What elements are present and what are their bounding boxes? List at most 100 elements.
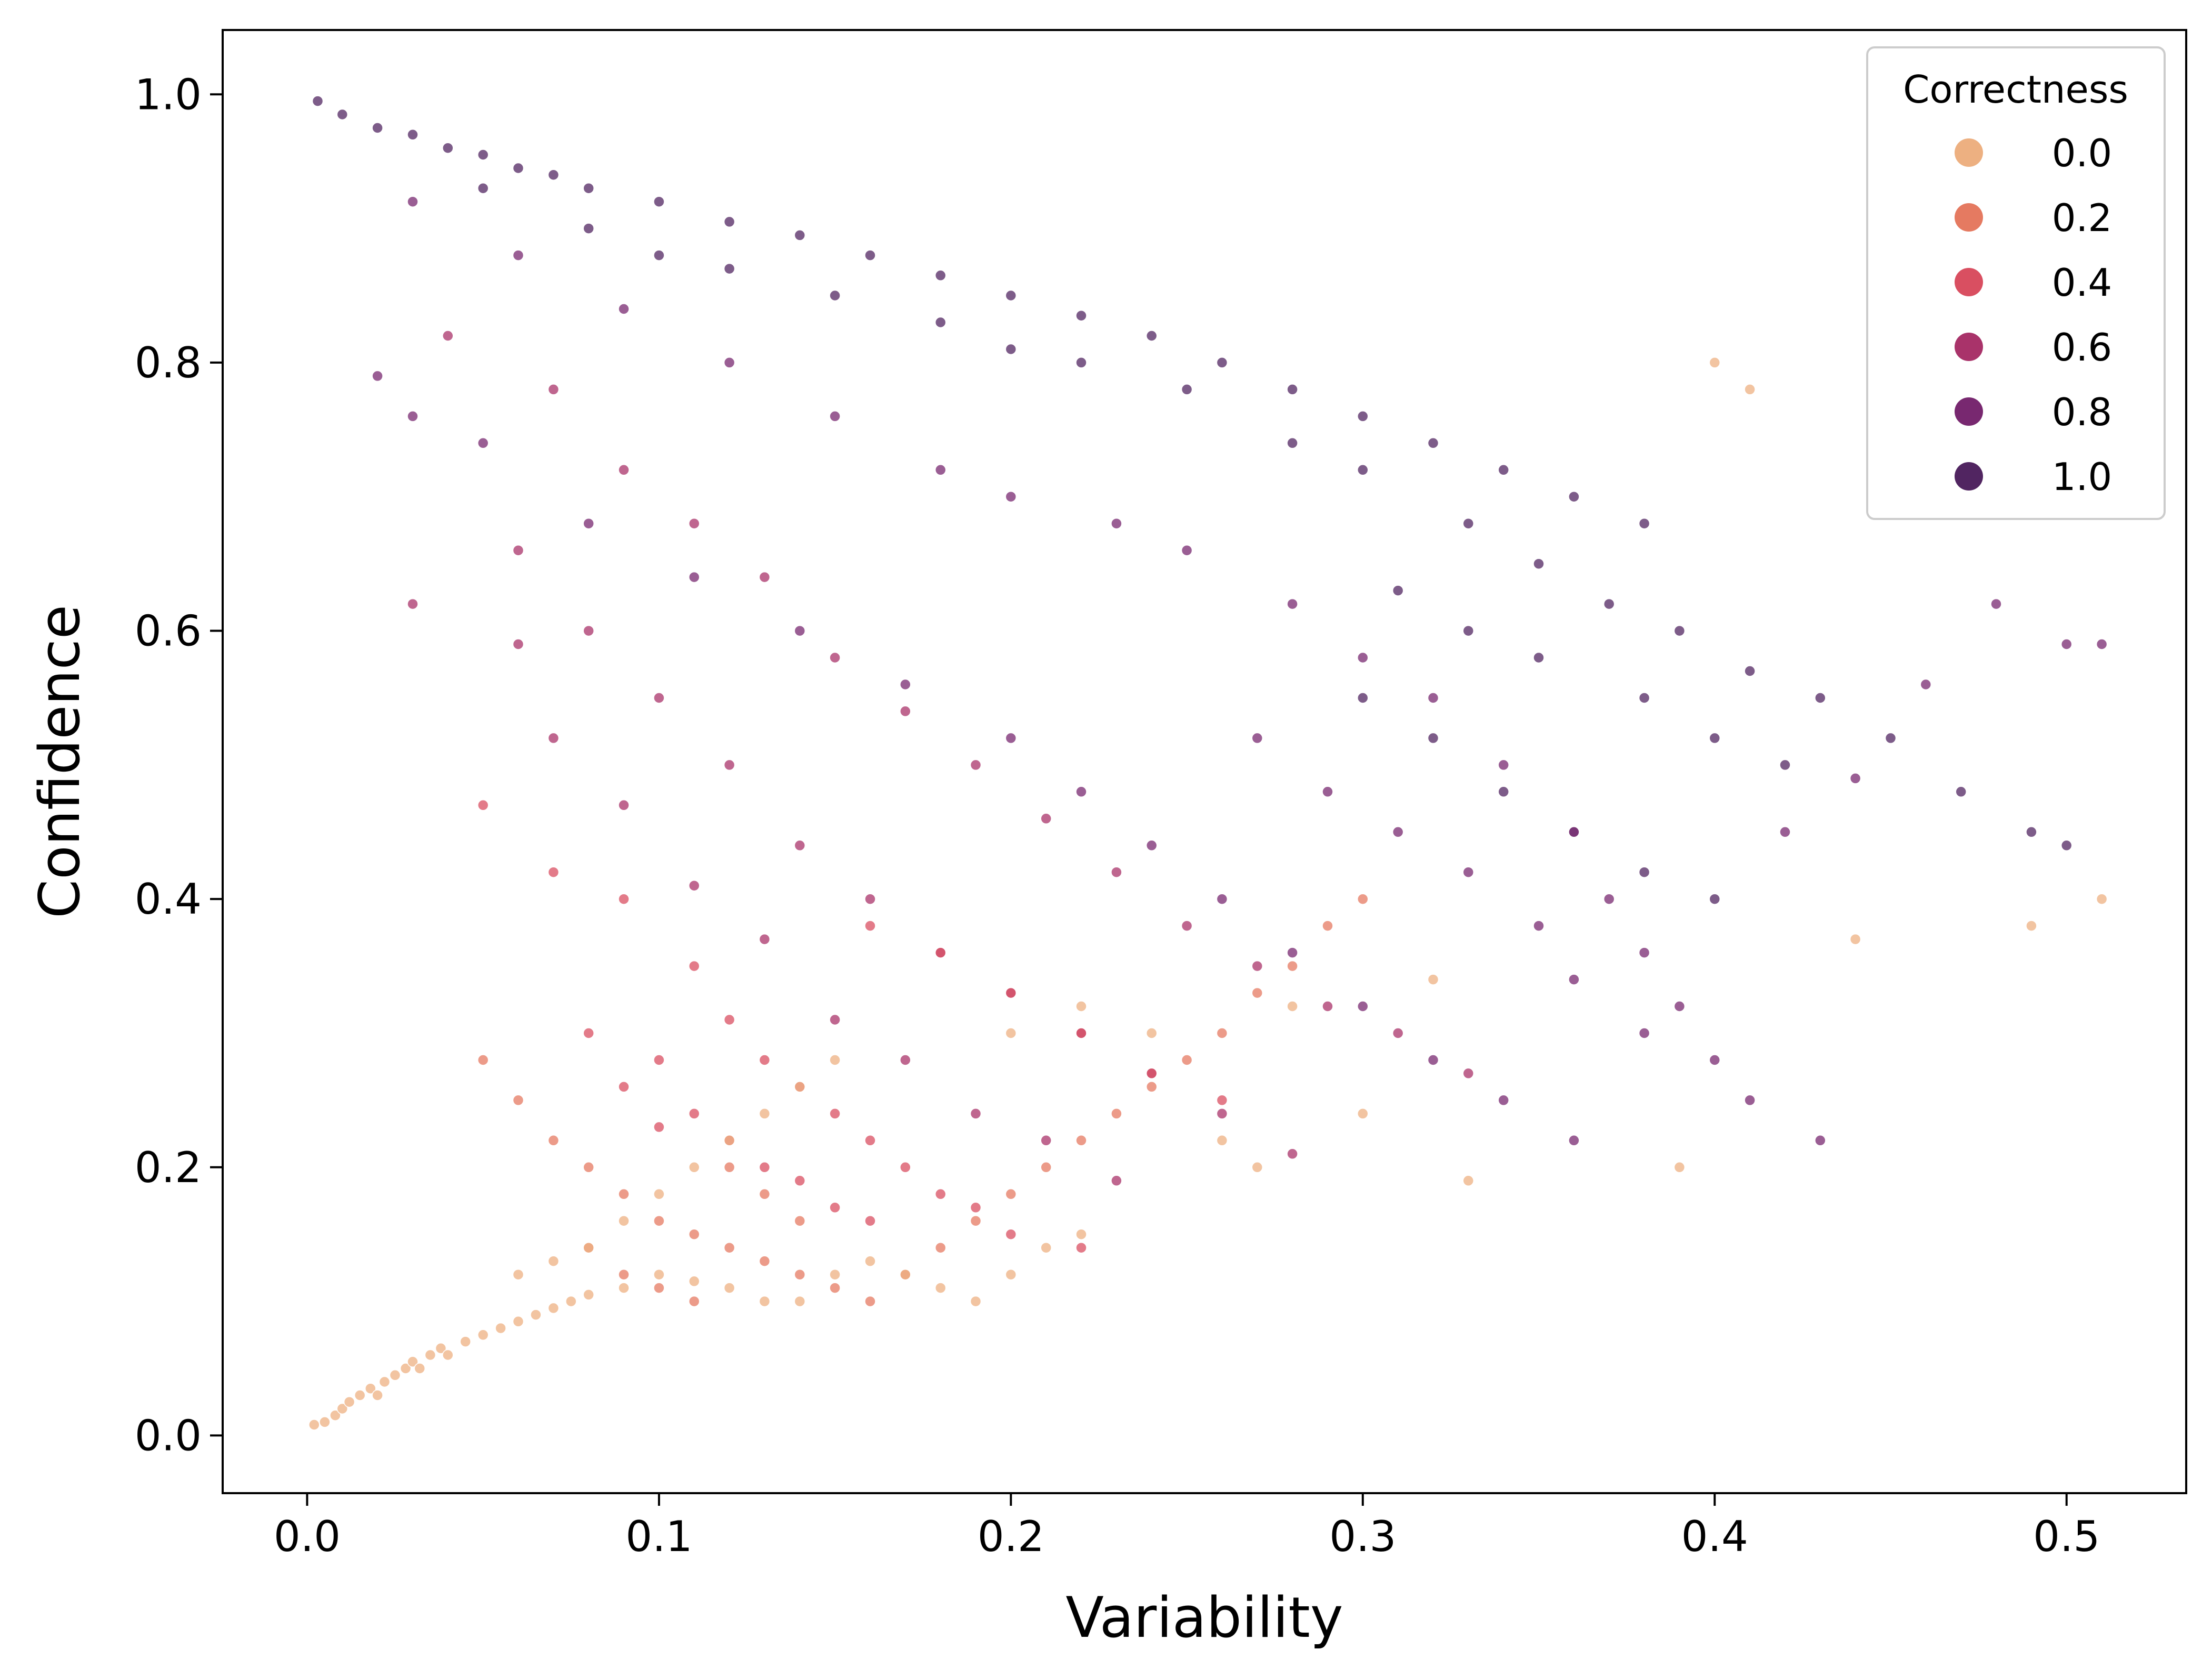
scatter-point [618,1215,630,1227]
scatter-point [794,1295,806,1307]
scatter-point [829,1268,841,1281]
scatter-point [1603,598,1615,610]
y-axis-label: Confidence [27,605,92,918]
scatter-point [1392,585,1404,596]
scatter-point [1216,893,1228,905]
scatter-point [1075,1242,1087,1254]
scatter-point [1287,960,1298,972]
scatter-point [900,1268,911,1281]
scatter-point [1709,1054,1721,1066]
scatter-point [442,142,454,154]
scatter-point [1145,839,1158,852]
scatter-point [1216,1027,1228,1039]
scatter-point [1111,1175,1122,1187]
scatter-point [1181,384,1193,395]
x-tick-label: 0.4 [1681,1512,1748,1561]
scatter-point [723,263,735,275]
scatter-point [934,464,946,476]
scatter-point [372,370,383,382]
legend-entry-label: 0.8 [2052,390,2113,434]
y-axis: 0.0 0.2 0.4 0.6 0.8 1.0 [135,70,223,1460]
scatter-point [934,1282,946,1294]
scatter-point [1638,866,1650,878]
scatter-point [1005,987,1017,999]
scatter-point [1251,732,1263,744]
scatter-point [794,839,806,852]
scatter-point [618,1282,630,1294]
scatter-point [414,1363,426,1374]
scatter-point [1533,558,1545,569]
scatter-point [460,1336,471,1347]
scatter-point [1462,866,1474,878]
scatter-point [1216,1094,1228,1106]
legend-title: Correctness [1903,67,2128,112]
scatter-point [1533,652,1545,664]
scatter-point [970,1215,982,1227]
scatter-point [1040,813,1052,825]
x-tick-label: 0.0 [274,1512,341,1561]
scatter-point [864,1255,876,1267]
scatter-point [477,799,489,811]
scatter-point [365,1383,376,1394]
scatter-point [794,229,806,241]
legend-marker [1955,462,1983,491]
scatter-point [618,1188,630,1200]
scatter-point [400,1363,412,1374]
scatter-point [583,625,594,637]
scatter-point [547,169,560,181]
scatter-point [547,384,560,395]
scatter-point [1005,289,1017,302]
x-axis: 0.0 0.1 0.2 0.3 0.4 0.5 [274,1493,2100,1561]
scatter-point [1040,1135,1052,1146]
scatter-point [829,1202,841,1214]
x-tick-label: 0.5 [2033,1512,2100,1561]
scatter-point [477,1329,489,1341]
scatter-point [1040,1162,1052,1173]
scatter-point [934,1242,946,1254]
scatter-point [1111,1108,1122,1119]
scatter-point [1216,1108,1228,1119]
x-tick-label: 0.1 [625,1512,692,1561]
scatter-point [1075,357,1087,368]
scatter-point [1462,1067,1474,1079]
scatter-point [2060,839,2072,852]
scatter-point [1709,732,1721,744]
scatter-point [1990,598,2002,610]
scatter-point [1111,517,1122,529]
scatter-point [900,705,911,717]
scatter-point [688,1275,700,1287]
scatter-point [1005,1027,1017,1039]
scatter-point [653,196,665,207]
scatter-point [343,1396,355,1408]
scatter-point [1427,692,1439,704]
scatter-point [618,799,630,811]
scatter-point [407,411,419,422]
legend-entry-label: 1.0 [2052,455,2113,499]
scatter-point [1287,947,1298,958]
scatter-point [1673,625,1686,637]
scatter-point [319,1416,331,1428]
scatter-point [1744,665,1756,677]
scatter-point [618,893,630,905]
scatter-point [583,223,594,234]
scatter-point [970,1108,982,1119]
scatter-point [900,1054,911,1066]
scatter-point [1251,960,1263,972]
scatter-point [1638,947,1650,958]
scatter-point [759,1295,771,1307]
scatter-point [512,1094,524,1106]
scatter-point [1427,732,1439,744]
scatter-point [934,316,946,328]
scatter-point [1885,732,1897,744]
scatter-point [688,879,700,892]
scatter-point [1357,1001,1369,1012]
scatter-point [2060,638,2072,650]
scatter-point [864,249,876,261]
scatter-point [583,1242,594,1254]
scatter-point [723,1162,735,1173]
scatter-point [583,1027,594,1039]
scatter-point [565,1295,577,1307]
scatter-point [653,1215,665,1227]
scatter-point [336,1403,348,1415]
